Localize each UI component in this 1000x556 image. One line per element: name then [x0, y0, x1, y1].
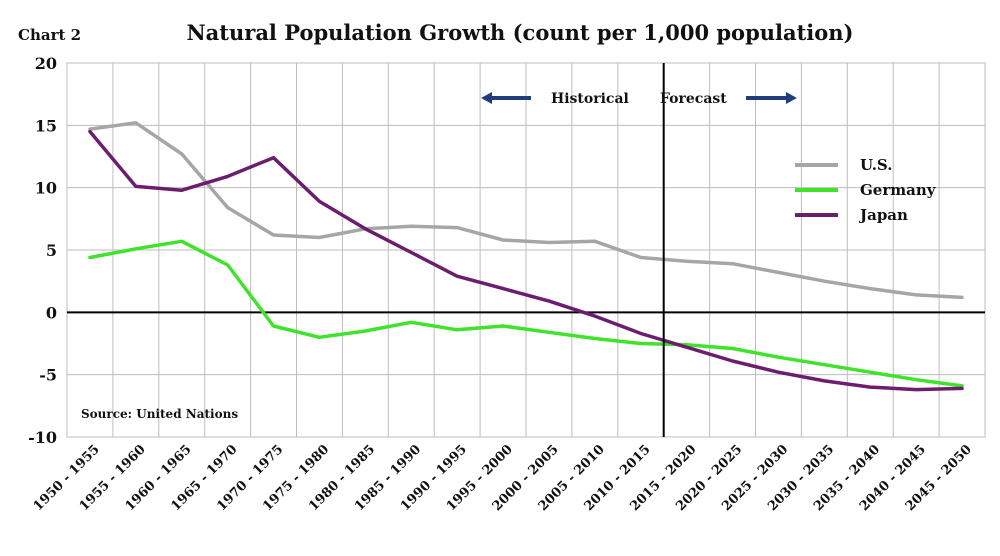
y-tick-label: -5 [39, 366, 57, 385]
right-arrow-icon [746, 92, 797, 104]
series-line-japan [88, 129, 964, 392]
grid [66, 62, 986, 438]
legend-label-us: U.S. [860, 156, 892, 174]
legend-label-japan: Japan [858, 206, 908, 224]
series-line-germany [88, 239, 964, 388]
historical-label: Historical [551, 91, 629, 107]
y-tick-label: 20 [35, 54, 57, 73]
y-tick-label: -10 [28, 428, 57, 447]
chart-label: Chart 2 [18, 26, 81, 44]
series-line-us [88, 121, 964, 300]
y-tick-labels: 20 15 10 5 0 -5 -10 [28, 54, 57, 447]
source-note: Source: United Nations [81, 407, 238, 421]
historical-annotation: Historical [481, 91, 629, 107]
forecast-annotation: Forecast [660, 91, 797, 107]
y-tick-label: 5 [46, 241, 57, 260]
chart-title: Natural Population Growth (count per 1,0… [186, 20, 853, 45]
legend: U.S. Germany Japan [795, 156, 937, 224]
legend-label-germany: Germany [860, 181, 937, 199]
y-tick-label: 15 [35, 116, 57, 135]
forecast-label: Forecast [660, 91, 727, 107]
left-arrow-icon [481, 92, 531, 104]
series-lines [88, 121, 964, 392]
y-tick-label: 0 [46, 303, 57, 322]
y-tick-label: 10 [35, 179, 57, 198]
